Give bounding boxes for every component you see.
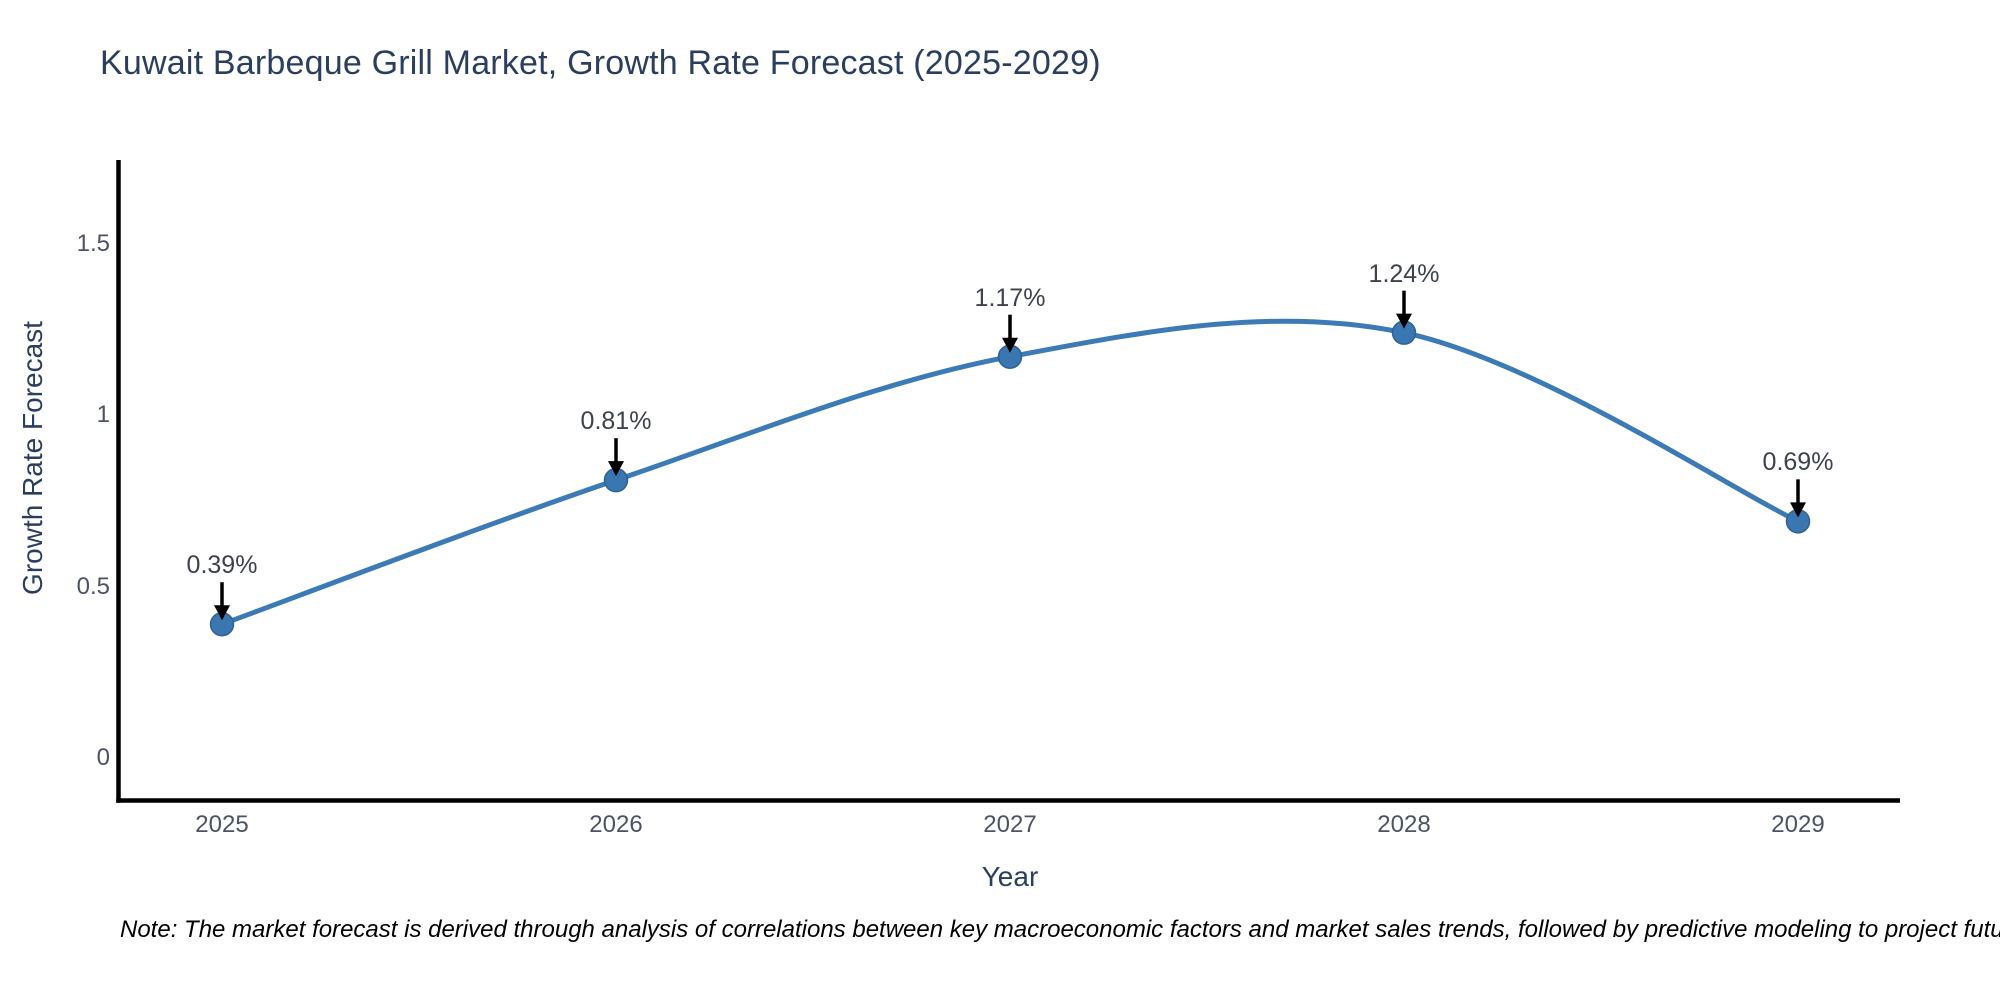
footnote: Note: The market forecast is derived thr… xyxy=(120,916,2000,943)
x-axis-title: Year xyxy=(981,861,1039,892)
chart-title: Kuwait Barbeque Grill Market, Growth Rat… xyxy=(100,44,1101,82)
x-tick-label: 2025 xyxy=(195,811,249,838)
annotation-label: 1.17% xyxy=(974,283,1046,312)
annotation-arrow-head xyxy=(1002,337,1018,353)
y-tick-label: 0.5 xyxy=(76,572,110,600)
x-tick-label: 2026 xyxy=(589,811,643,838)
x-tick-label: 2027 xyxy=(983,811,1037,838)
annotation-arrow-head xyxy=(214,605,230,621)
annotation-label: 1.24% xyxy=(1368,259,1440,288)
annotation-label: 0.39% xyxy=(186,551,258,580)
annotation-label: 0.81% xyxy=(580,407,652,436)
annotation-arrow-head xyxy=(608,461,624,477)
y-tick-label: 1 xyxy=(96,401,110,428)
annotation-arrow-head xyxy=(1396,313,1412,329)
y-tick-label: 1.5 xyxy=(76,229,110,257)
x-tick-label: 2029 xyxy=(1771,811,1825,838)
y-tick-label: 0 xyxy=(96,744,110,771)
annotation-label: 0.69% xyxy=(1762,448,1834,477)
x-tick-label: 2028 xyxy=(1377,811,1431,838)
annotation-arrow-head xyxy=(1790,502,1806,518)
